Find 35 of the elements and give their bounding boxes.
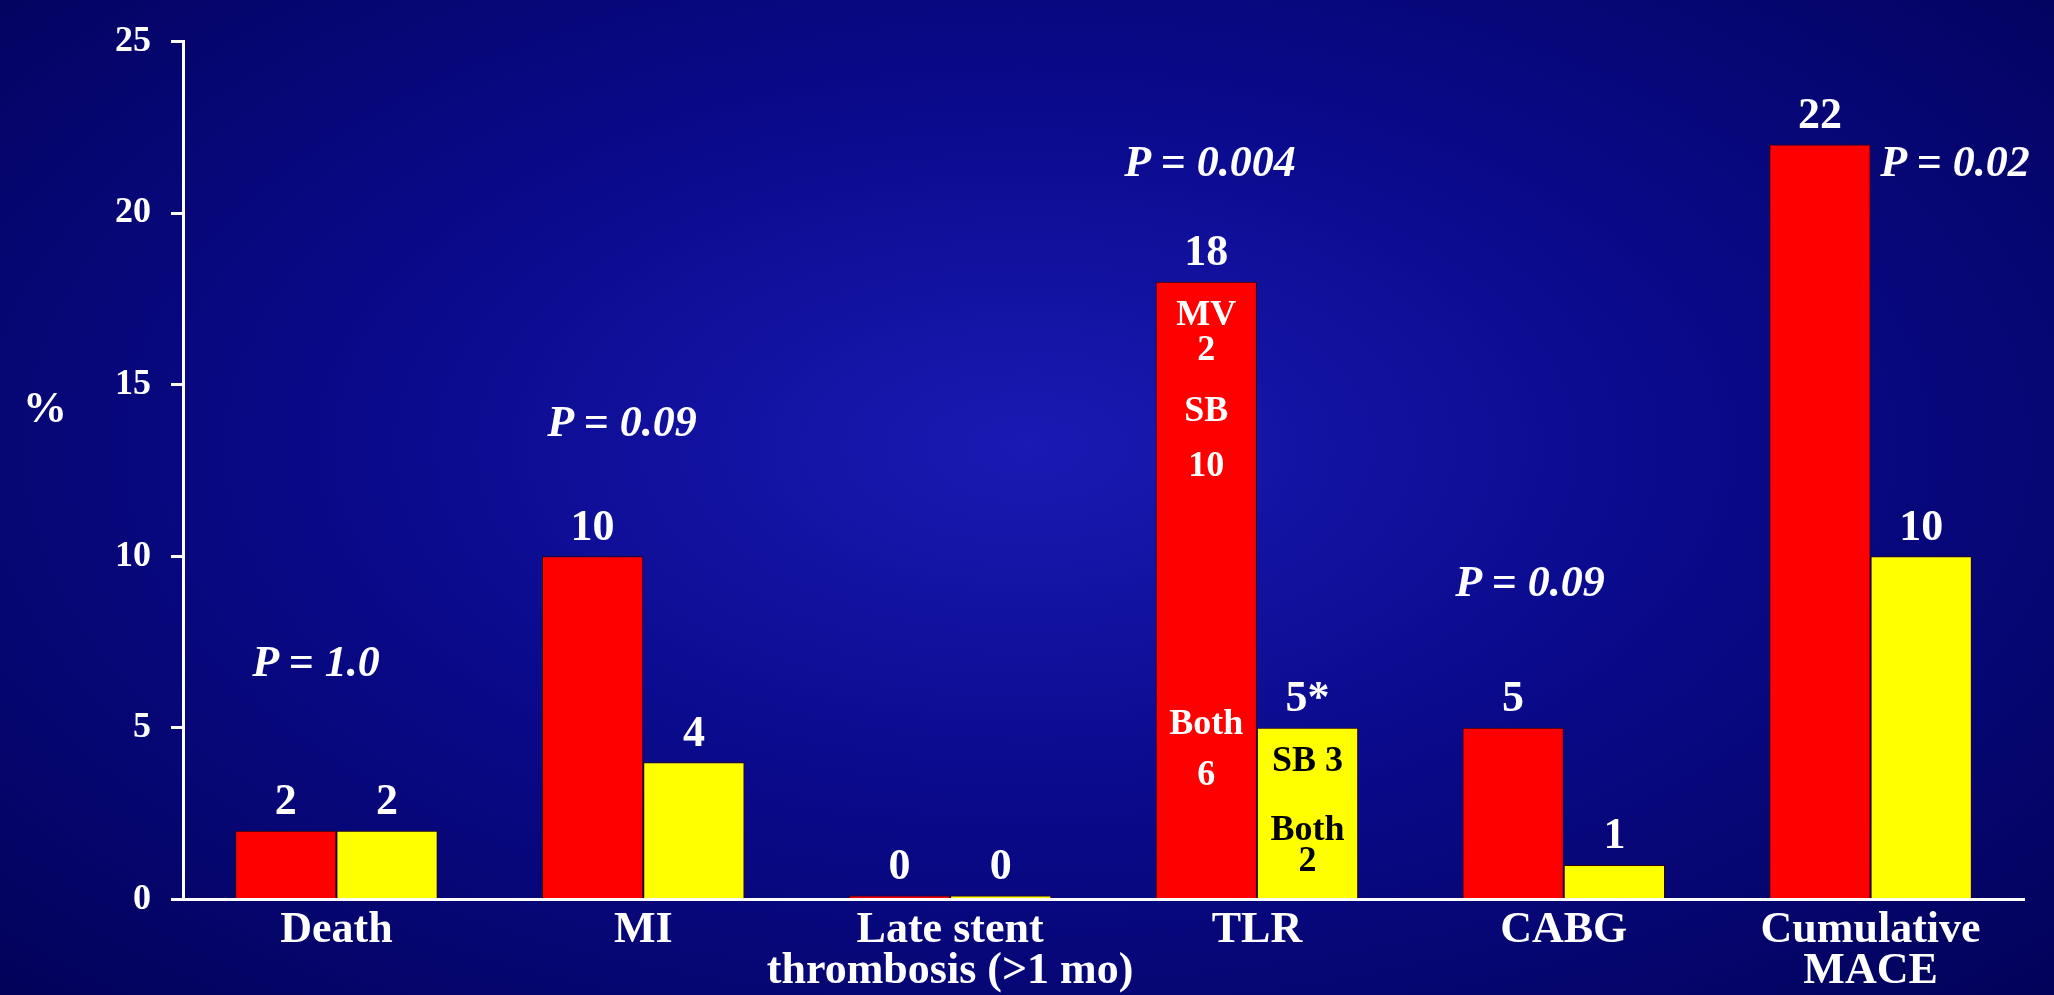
annotation: Both [1169,701,1244,742]
annotation: P = 0.09 [1454,557,1605,607]
x-tick-label: Late stent thrombosis (>1 mo) [766,902,1134,994]
x-tick-label: TLR [1211,902,1304,952]
x-tick-label: Cumulative MACE [1760,902,1981,994]
x-tick-label: CABG [1500,902,1628,952]
data-label: 5* [1285,672,1330,722]
annotation: P = 1.0 [251,637,380,687]
annotation: P = 0.004 [1123,137,1296,187]
annotation: SB [1184,389,1229,430]
y-tick-label: 15 [115,362,151,403]
annotation: P = 0.09 [546,397,697,447]
data-label: 22 [1797,88,1842,138]
y-tick-label: 25 [115,18,151,59]
data-label: 0 [888,839,911,889]
annotation: 6 [1197,753,1216,794]
data-label: 5 [1502,672,1525,722]
y-axis-title: % [23,382,67,432]
data-label: 0 [989,839,1012,889]
annotation: SB 3 [1272,739,1344,780]
x-tick-label: Death [280,902,393,952]
data-label: 10 [1899,500,1944,550]
x-tick-label: MI [613,902,673,952]
data-label: 2 [376,775,399,825]
data-label: 10 [570,500,615,550]
y-tick-label: 5 [133,705,151,746]
data-label: 2 [274,775,297,825]
data-label: 4 [682,706,705,756]
y-tick-label: 20 [115,190,151,231]
y-tick-label: 0 [133,876,151,917]
annotation: 10 [1188,444,1225,485]
annotation: P = 0.02 [1879,137,2030,187]
data-label: 1 [1603,809,1626,859]
y-tick-label: 10 [115,533,151,574]
data-label: 18 [1184,226,1229,276]
